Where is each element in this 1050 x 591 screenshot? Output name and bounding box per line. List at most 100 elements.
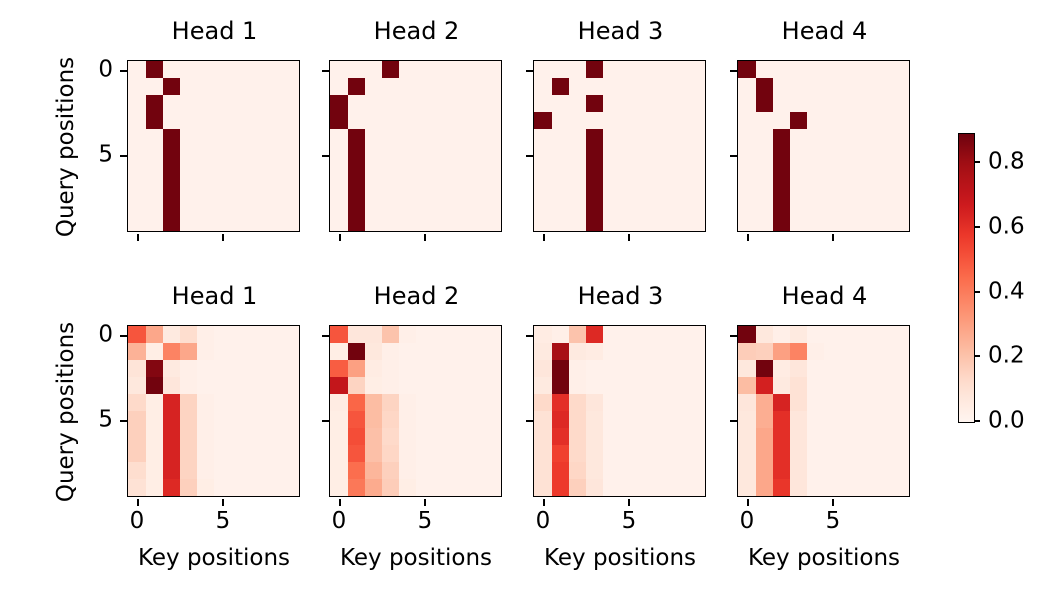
heatmap-cell (671, 394, 689, 412)
heatmap-cell (282, 129, 300, 147)
heatmap-grid (127, 325, 301, 498)
heatmap-cell (619, 394, 637, 412)
heatmap-cell (738, 326, 756, 344)
heatmap-cell (806, 61, 824, 79)
heatmap-cell (875, 462, 893, 480)
colorbar-tick-mark (974, 420, 980, 422)
heatmap-cell (196, 411, 214, 429)
heatmap-cell (654, 61, 672, 79)
heatmap-cell (196, 479, 214, 497)
heatmap-grid (329, 325, 503, 498)
heatmap-cell (534, 479, 552, 497)
heatmap-cell (858, 112, 876, 130)
x-axis-label-head3: Key positions (543, 545, 697, 571)
heatmap-cell (145, 180, 163, 198)
heatmap-cell (265, 462, 283, 480)
heatmap-cell (196, 78, 214, 96)
heatmap-cell (585, 61, 603, 79)
heatmap-cell (231, 112, 249, 130)
heatmap-cell (841, 445, 859, 463)
heatmap-cell (654, 394, 672, 412)
heatmap-cell (534, 411, 552, 429)
heatmap-cell (654, 326, 672, 344)
heatmap-cell (654, 214, 672, 232)
heatmap-cell (145, 61, 163, 79)
heatmap-cell (484, 411, 502, 429)
heatmap-cell (688, 78, 706, 96)
heatmap-cell (467, 61, 485, 79)
x-tick-mark (746, 234, 749, 241)
heatmap-cell (162, 214, 180, 232)
heatmap-cell (755, 445, 773, 463)
heatmap-cell (231, 462, 249, 480)
heatmap-cell (415, 112, 433, 130)
heatmap-cell (330, 129, 348, 147)
heatmap-cell (162, 61, 180, 79)
heatmap-cell (534, 394, 552, 412)
heatmap-cell (364, 479, 382, 497)
heatmap-cell (654, 377, 672, 395)
heatmap-cell (688, 462, 706, 480)
heatmap-cell (145, 479, 163, 497)
heatmap-cell (841, 197, 859, 215)
heatmap-cell (179, 326, 197, 344)
heatmap-cell (282, 95, 300, 113)
heatmap-cell (248, 61, 266, 79)
heatmap-cell (330, 214, 348, 232)
heatmap-cell (806, 180, 824, 198)
heatmap-cell (534, 78, 552, 96)
heatmap-cell (823, 163, 841, 181)
heatmap-cell (415, 214, 433, 232)
heatmap-cell (637, 411, 655, 429)
heatmap-panel-row1-head4: Head 4 (730, 17, 911, 241)
heatmap-cell (450, 112, 468, 130)
heatmap-cell (823, 61, 841, 79)
heatmap-cell (654, 180, 672, 198)
heatmap-cell (875, 479, 893, 497)
heatmap-cell (398, 78, 416, 96)
heatmap-cell (585, 197, 603, 215)
heatmap-cell (162, 163, 180, 181)
heatmap-cell (145, 95, 163, 113)
x-tick-label: 0 (535, 508, 551, 534)
heatmap-cell (248, 78, 266, 96)
heatmap-cell (364, 343, 382, 361)
heatmap-cell (398, 95, 416, 113)
heatmap-cell (145, 326, 163, 344)
heatmap-cell (381, 112, 399, 130)
heatmap-cell (688, 146, 706, 164)
heatmap-cell (671, 61, 689, 79)
heatmap-cell (415, 197, 433, 215)
heatmap-cell (248, 112, 266, 130)
heatmap-cell (892, 112, 910, 130)
heatmap-cell (433, 394, 451, 412)
heatmap-cell (265, 377, 283, 395)
heatmap-cell (282, 411, 300, 429)
heatmap-cell (637, 479, 655, 497)
heatmap-cell (585, 445, 603, 463)
heatmap-cell (602, 343, 620, 361)
heatmap-cell (637, 95, 655, 113)
heatmap-cell (347, 112, 365, 130)
heatmap-cell (841, 163, 859, 181)
heatmap-cell (534, 428, 552, 446)
heatmap-cell (415, 462, 433, 480)
heatmap-cell (841, 394, 859, 412)
heatmap-cell (688, 445, 706, 463)
heatmap-cell (688, 214, 706, 232)
heatmap-cell (347, 343, 365, 361)
heatmap-cell (282, 343, 300, 361)
heatmap-cell (128, 180, 146, 198)
heatmap-cell (282, 146, 300, 164)
heatmap-cell (231, 360, 249, 378)
heatmap-cell (484, 163, 502, 181)
heatmap-cell (841, 343, 859, 361)
heatmap-cell (602, 377, 620, 395)
heatmap-cell (738, 163, 756, 181)
heatmap-cell (364, 95, 382, 113)
heatmap-cell (213, 326, 231, 344)
heatmap-cell (145, 394, 163, 412)
heatmap-cell (755, 326, 773, 344)
colorbar-tick-label: 0.6 (988, 213, 1025, 240)
